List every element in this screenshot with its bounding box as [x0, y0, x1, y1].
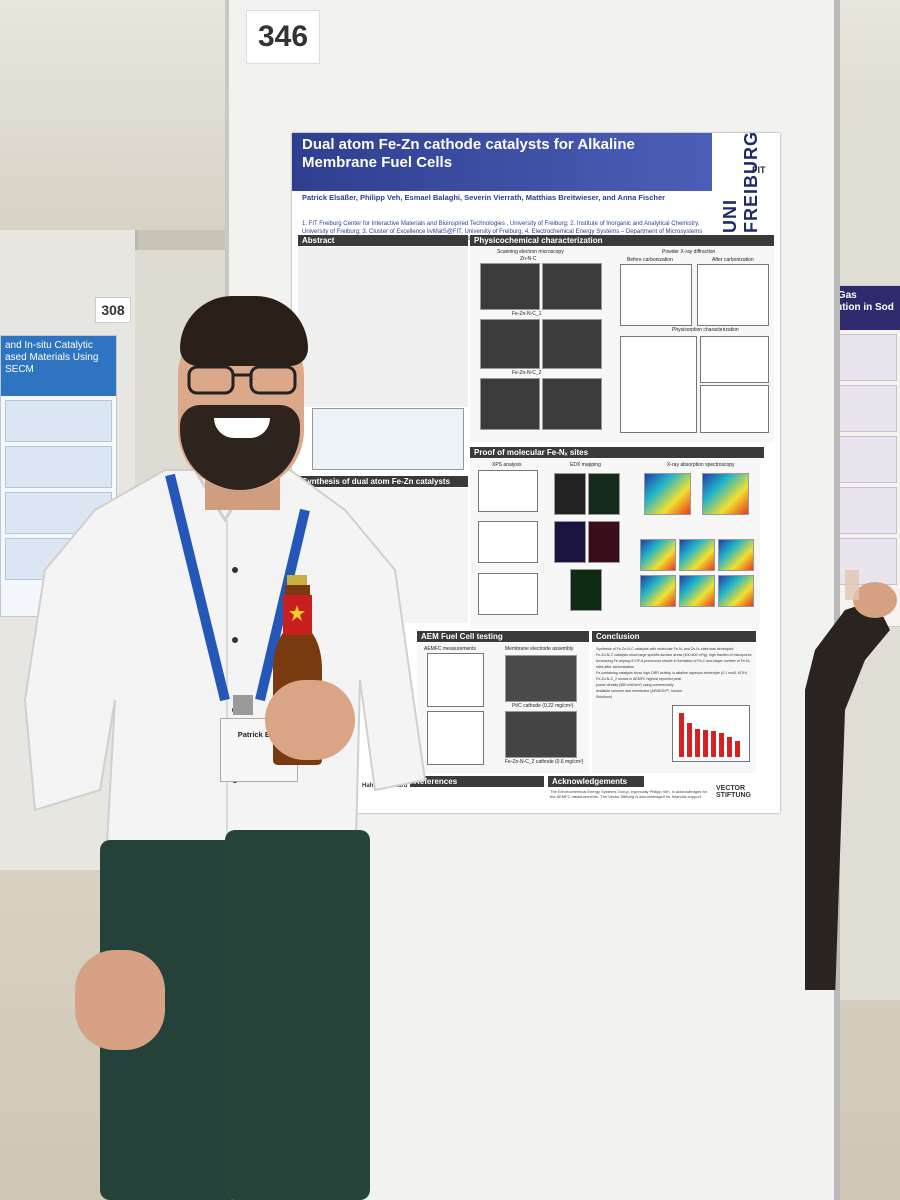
- proof-heading: Proof of molecular Fe-Nₓ sites: [470, 447, 764, 458]
- left-poster-block: [5, 446, 112, 488]
- mea-label: Membrane electrode assembly: [505, 646, 574, 652]
- aemfc-heading: AEM Fuel Cell testing: [417, 631, 589, 642]
- xps-plot: [478, 521, 538, 563]
- poster-title: Dual atom Fe-Zn cathode catalysts for Al…: [302, 136, 635, 171]
- xrd-plot-after: [697, 264, 769, 326]
- vector-stiftung-logo: VECTOR STIFTUNG: [716, 785, 751, 799]
- conclusion-item: Fe-Zn-N-C catalysts show large specific …: [596, 653, 752, 657]
- mea-cross-section: [505, 711, 577, 758]
- poster: Dual atom Fe-Zn cathode catalysts for Al…: [292, 133, 780, 813]
- edx-label: EDX mapping: [570, 462, 601, 468]
- physisorption-label: Physisorption characterization: [672, 327, 739, 333]
- xps-label: XPS analysis: [492, 462, 522, 468]
- ptc-cathode-label: Pt/C cathode (0.22 mg/cm²): [512, 703, 574, 709]
- left-hand: [75, 950, 165, 1050]
- acknowledgements-text: The Electrochemical Energy Systems Group…: [550, 789, 708, 799]
- left-poster-title: and In-situ Catalytic ased Materials Usi…: [1, 336, 116, 396]
- edx-map: [588, 521, 620, 563]
- sem-image: [542, 378, 602, 430]
- conclusion-heading: Conclusion: [592, 631, 756, 642]
- abstract-body: [298, 247, 468, 407]
- sem-image: [480, 319, 540, 369]
- uni-freiburg-logo: UNI FREIBURG: [720, 133, 761, 233]
- bar: [711, 731, 716, 757]
- poster-authors: Patrick Elsäßer, Philipp Veh, Esmael Bal…: [302, 193, 666, 202]
- edx-map: [554, 473, 586, 515]
- fuel-cell-schematic: [312, 408, 464, 470]
- conclusion-item: Increasing Fe doping of ZIF-8 precursors…: [596, 659, 750, 669]
- xps-plot: [478, 470, 538, 512]
- edx-map: [588, 473, 620, 515]
- physisorption-plot: [700, 385, 769, 433]
- other-person: [805, 570, 897, 990]
- xas-heatmap: [718, 575, 754, 607]
- board-number: 346: [246, 10, 320, 64]
- xas-heatmap: [718, 539, 754, 571]
- bar: [695, 729, 700, 757]
- glasses-icon: [187, 365, 297, 395]
- zn-nc-label: Zn-N-C: [520, 256, 537, 262]
- xas-heatmap: [644, 473, 691, 515]
- left-board-number: 308: [95, 297, 131, 323]
- sem-image: [542, 319, 602, 369]
- edx-map: [570, 569, 602, 611]
- xrd-label: Powder X-ray diffraction: [662, 249, 716, 255]
- fezn-nc2-label: Fe-Zn-N-C_2: [512, 370, 542, 376]
- conclusion-list: Synthesis of Fe-Zn-N-C catalysts with mo…: [596, 646, 752, 700]
- sem-image: [480, 263, 540, 310]
- references-heading: References: [410, 776, 544, 787]
- abstract-heading: Abstract: [298, 235, 468, 246]
- conclusion-body: Synthesis of Fe-Zn-N-C catalysts with mo…: [592, 643, 756, 773]
- xas-heatmap: [679, 539, 715, 571]
- pants-right-leg: [225, 830, 370, 1200]
- sem-image: [542, 263, 602, 310]
- conclusion-item: Synthesis of Fe-Zn-N-C catalysts with mo…: [596, 647, 734, 651]
- edx-map: [554, 521, 586, 563]
- left-poster-block: [5, 400, 112, 442]
- acknowledgements-heading: Acknowledgements: [548, 776, 644, 787]
- xas-label: X-ray absorption spectroscopy: [667, 462, 735, 468]
- fit-logo: FIT: [752, 165, 766, 175]
- before-carbonization-label: Before carbonization: [627, 257, 673, 263]
- badge-name: Patrick Elsä: [237, 730, 281, 739]
- logo-area: UNI FREIBURG FIT: [712, 133, 780, 243]
- right-hand: [265, 680, 355, 760]
- bar: [679, 713, 684, 757]
- poster-header: Dual atom Fe-Zn cathode catalysts for Al…: [292, 133, 712, 191]
- sem-image: [480, 378, 540, 430]
- after-carbonization-label: After carbonization: [712, 257, 754, 263]
- hair: [180, 296, 308, 366]
- polarization-plot: [427, 711, 484, 765]
- synthesis-heading: Synthesis of dual atom Fe-Zn catalysts: [298, 476, 468, 487]
- conclusion-item: Fe-containing catalysts show high ORR ac…: [596, 671, 747, 675]
- xas-heatmap: [640, 575, 676, 607]
- aemfc-measurements-label: AEMFC measurements: [424, 646, 476, 652]
- mea-cross-section: [505, 655, 577, 702]
- physisorption-plot: [620, 336, 697, 433]
- bar: [735, 741, 740, 757]
- sem-label: Scanning electron microscopy: [497, 249, 564, 255]
- physisorption-plot: [700, 336, 769, 383]
- fezn-cathode-label: Fe-Zn-N-C_2 cathode (0.6 mg/cm²): [505, 759, 584, 765]
- xrd-plot-before: [620, 264, 692, 326]
- lanyard: [165, 473, 310, 715]
- xas-heatmap: [702, 473, 749, 515]
- conclusion-item: Fe-Zn-N-C_2 shows in AEMFC highest repor…: [596, 677, 683, 699]
- xps-plot: [478, 573, 538, 615]
- bar: [703, 730, 708, 757]
- power-density-bar-chart: [672, 705, 750, 762]
- fezn-nc1-label: Fe-Zn-N-C_1: [512, 311, 542, 317]
- polarization-plot: [427, 653, 484, 707]
- smile: [214, 418, 270, 438]
- physicochemical-heading: Physicochemical characterization: [470, 235, 774, 246]
- bar: [727, 737, 732, 757]
- bar: [719, 733, 724, 757]
- xas-heatmap: [640, 539, 676, 571]
- bar: [687, 723, 692, 757]
- abstract-text: [298, 247, 468, 253]
- xas-heatmap: [679, 575, 715, 607]
